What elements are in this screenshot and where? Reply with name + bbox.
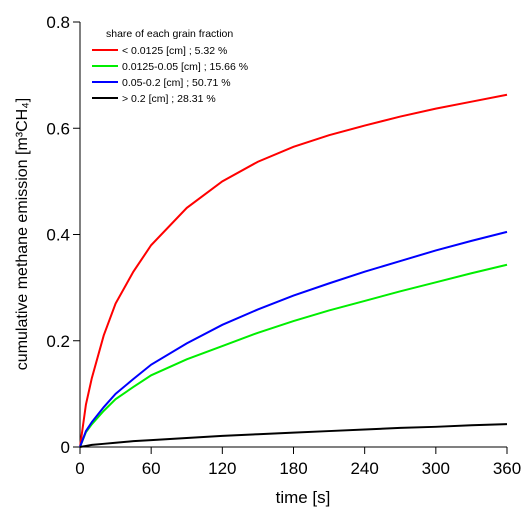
- y-tick-label: 0.6: [46, 119, 70, 138]
- x-tick-label: 360: [493, 459, 521, 478]
- x-tick-label: 60: [142, 459, 161, 478]
- y-tick-label: 0.4: [46, 226, 70, 245]
- x-tick-label: 300: [422, 459, 450, 478]
- legend-label: < 0.0125 [cm] ; 5.32 %: [122, 45, 227, 57]
- x-tick-label: 120: [208, 459, 236, 478]
- line: [79, 423, 508, 448]
- legend-label: 0.05-0.2 [cm] ; 50.71 %: [122, 77, 231, 89]
- y-tick-label: 0.2: [46, 332, 70, 351]
- x-tick-label: 240: [350, 459, 378, 478]
- legend-label: 0.0125-0.05 [cm] ; 15.66 %: [122, 61, 248, 73]
- y-axis-label: cumulative methane emission [m³CH₄]: [14, 98, 31, 370]
- line: [79, 93, 508, 448]
- y-tick-label: 0: [61, 438, 70, 457]
- x-tick-label: 0: [75, 459, 84, 478]
- y-tick-label: 0.8: [46, 13, 70, 32]
- legend-title: share of each grain fraction: [106, 28, 233, 40]
- x-axis-label: time [s]: [276, 488, 331, 507]
- line: [79, 263, 508, 448]
- legend-label: > 0.2 [cm] ; 28.31 %: [122, 93, 216, 105]
- line: [79, 230, 508, 448]
- x-tick-label: 180: [279, 459, 307, 478]
